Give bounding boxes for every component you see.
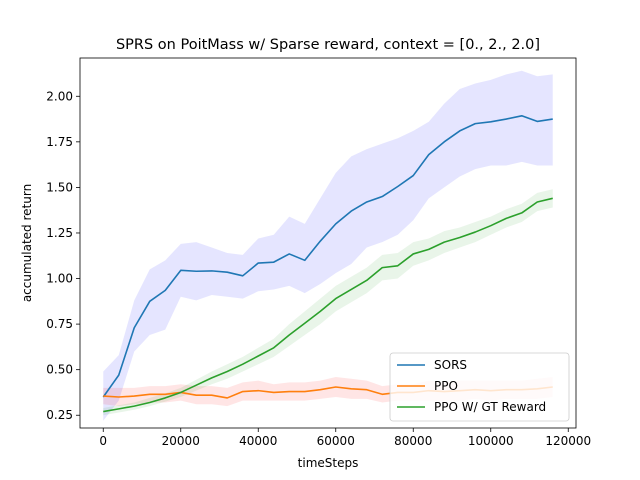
x-tick-label: 40000 (239, 434, 277, 448)
legend-label-ppo-w-gt-reward: PPO W/ GT Reward (434, 400, 546, 414)
x-axis-label: timeSteps (298, 456, 359, 470)
x-tick-label: 20000 (162, 434, 200, 448)
y-tick-label: 1.00 (46, 272, 73, 286)
x-tick-label: 100000 (468, 434, 514, 448)
y-tick-label: 1.25 (46, 226, 73, 240)
y-tick-label: 1.50 (46, 180, 73, 194)
y-tick-label: 0.25 (46, 408, 73, 422)
chart-title: SPRS on PoitMass w/ Sparse reward, conte… (116, 37, 540, 53)
band-sors (103, 70, 553, 421)
x-axis-ticks: 0 20000 40000 60000 80000 100000 120000 (99, 428, 591, 448)
y-tick-label: 0.50 (46, 363, 73, 377)
legend-label-ppo: PPO (434, 379, 458, 393)
band-ppo-w-gt-reward (103, 189, 553, 416)
series-line-sors (102, 114, 553, 398)
y-axis-label: accumulated return (20, 184, 34, 302)
y-tick-label: 0.75 (46, 317, 73, 331)
y-axis-ticks: 0.25 0.50 0.75 1.00 1.25 1.50 1.75 2.00 (46, 89, 80, 422)
y-tick-label: 1.75 (46, 135, 73, 149)
y-tick-label: 2.00 (46, 89, 73, 103)
series-line-ppo-w-gt-reward (103, 197, 553, 413)
x-tick-label: 80000 (394, 434, 432, 448)
x-tick-label: 0 (99, 434, 107, 448)
x-tick-label: 60000 (317, 434, 355, 448)
legend: SORS PPO PPO W/ GT Reward (389, 352, 570, 422)
legend-label-sors: SORS (434, 358, 467, 372)
plot-frame (79, 57, 577, 429)
legend-box (389, 352, 570, 422)
x-tick-label: 120000 (545, 434, 591, 448)
